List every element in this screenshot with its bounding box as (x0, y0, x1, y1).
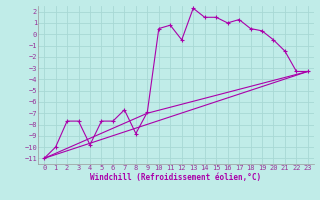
X-axis label: Windchill (Refroidissement éolien,°C): Windchill (Refroidissement éolien,°C) (91, 173, 261, 182)
